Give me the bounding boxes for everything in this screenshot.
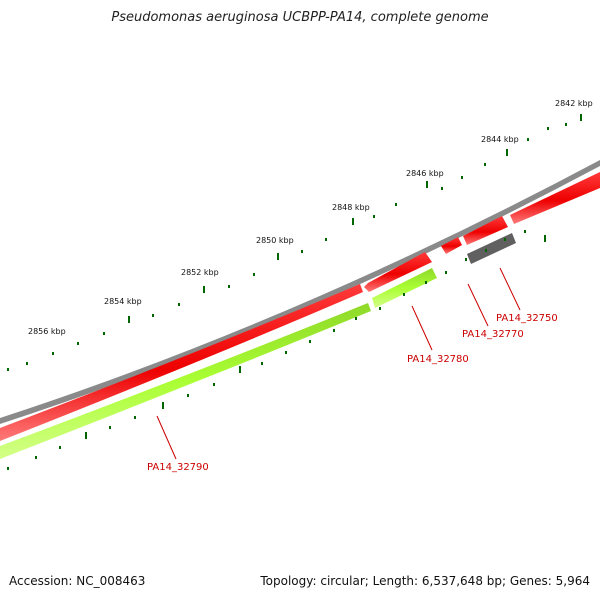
reverse-cds-short[interactable]	[372, 268, 437, 308]
gene-label-32750[interactable]: PA14_32750	[496, 313, 558, 324]
genome-stats-text: Topology: circular; Length: 6,537,648 bp…	[260, 574, 590, 588]
gene-label-32770[interactable]: PA14_32770	[462, 329, 524, 340]
reverse-cds-long[interactable]	[0, 303, 371, 459]
forward-cds-32790[interactable]	[0, 284, 363, 441]
other-feature-32750[interactable]	[467, 233, 516, 264]
scale-label-2848: 2848 kbp	[332, 203, 370, 212]
scale-label-2842: 2842 kbp	[555, 99, 593, 108]
outer-scale-ticks	[7, 114, 582, 371]
scale-label-2854: 2854 kbp	[104, 297, 142, 306]
gene-label-32780[interactable]: PA14_32780	[407, 354, 469, 365]
gene-label-leaders	[156, 267, 521, 460]
map-title: Pseudomonas aeruginosa UCBPP-PA14, compl…	[111, 10, 489, 25]
scale-label-2846: 2846 kbp	[406, 169, 444, 178]
gene-label-32790[interactable]: PA14_32790	[147, 462, 209, 473]
backbone-track	[0, 160, 600, 424]
scale-label-2850: 2850 kbp	[256, 236, 294, 245]
forward-cds-32780[interactable]	[364, 252, 432, 292]
inner-scale-ticks	[7, 230, 546, 470]
forward-cds-32770[interactable]	[441, 237, 462, 254]
forward-cds-32760[interactable]	[463, 216, 508, 245]
scale-label-2852: 2852 kbp	[181, 268, 219, 277]
scale-label-2856: 2856 kbp	[28, 327, 66, 336]
accession-text: Accession: NC_008463	[9, 574, 146, 588]
scale-label-2844: 2844 kbp	[481, 135, 519, 144]
forward-cds-32740[interactable]	[510, 172, 600, 224]
